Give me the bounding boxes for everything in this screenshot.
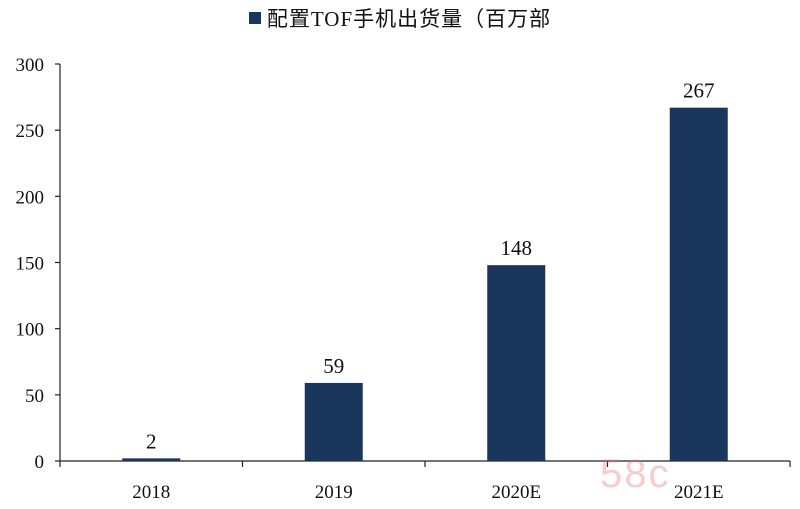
bar: [304, 382, 363, 461]
y-tick-label: 250: [16, 121, 45, 142]
y-tick-label: 150: [16, 254, 45, 275]
data-label: 2: [146, 429, 157, 453]
bar: [487, 265, 546, 461]
y-tick-label: 100: [16, 320, 45, 341]
x-tick-label: 2020E: [491, 482, 541, 503]
y-tick-label: 50: [25, 386, 44, 407]
data-label: 59: [323, 354, 344, 378]
bar: [669, 107, 728, 462]
legend-label: 配置TOF手机出货量（百万部: [266, 7, 552, 31]
y-tick-label: 200: [16, 187, 45, 208]
y-tick-label: 300: [16, 55, 45, 76]
x-tick-label: 2021E: [674, 482, 724, 503]
legend-swatch: [248, 12, 261, 24]
data-label: 148: [501, 236, 533, 260]
x-tick-label: 2019: [315, 482, 353, 503]
chart-legend: 配置TOF手机出货量（百万部: [0, 4, 800, 32]
bar: [122, 458, 181, 461]
x-tick-label: 2018: [132, 482, 170, 503]
data-label: 267: [683, 79, 715, 103]
watermark: 58c: [600, 452, 671, 496]
y-tick-label: 0: [35, 452, 45, 473]
